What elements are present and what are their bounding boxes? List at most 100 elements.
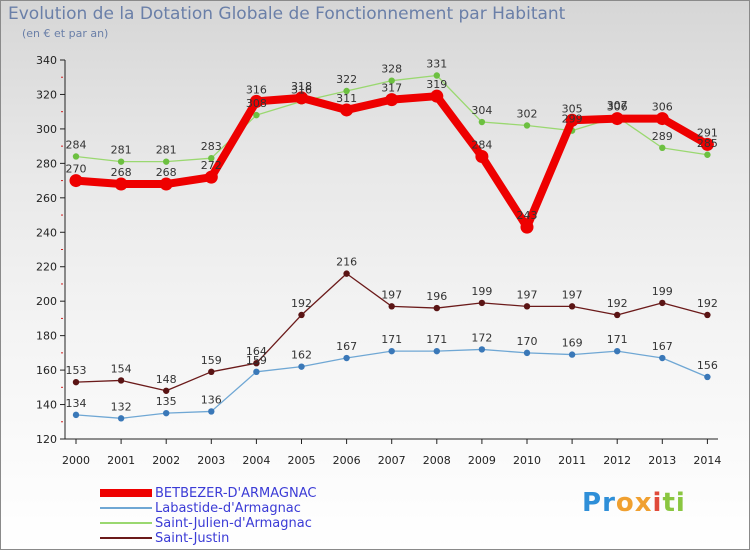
data-point [659,299,666,307]
data-label: 132 [111,400,132,413]
data-label: 302 [517,107,538,120]
data-point [568,351,576,358]
data-point [253,360,260,367]
data-point [700,137,714,151]
data-label: 331 [426,58,447,71]
data-point [704,311,711,319]
logo-letter: P [582,488,603,518]
data-point [298,311,305,319]
data-label: 167 [652,340,673,353]
data-point [340,103,354,117]
data-label: 199 [652,285,673,298]
data-label: 328 [381,63,402,76]
data-label: 134 [66,397,87,410]
data-point [72,411,80,419]
data-label: 306 [607,101,628,114]
data-point [114,177,128,191]
logo-letter: r [602,488,616,518]
data-label: 281 [156,144,177,157]
data-label: 197 [562,288,583,301]
y-tick-label: 160 [36,364,57,377]
y-tick-label: 220 [36,261,57,274]
data-point [433,347,440,355]
data-label: 197 [381,288,402,301]
data-point [565,113,579,127]
data-point [343,354,350,362]
data-label: 304 [471,104,492,117]
x-tick-label: 2000 [62,454,90,467]
series-3 [69,89,714,234]
data-point [388,77,395,84]
data-point [385,93,399,107]
data-point [433,304,440,312]
data-label: 170 [517,335,538,348]
x-tick-label: 2014 [693,454,721,467]
data-label: 299 [562,113,583,126]
data-point [704,373,711,381]
data-label: 284 [66,138,87,151]
data-point [343,87,350,95]
y-tick-label: 140 [36,399,57,412]
data-label: 318 [291,80,312,93]
x-tick-label: 2009 [468,454,496,467]
data-point [69,174,83,188]
chart-title: Evolution de la Dotation Globale de Fonc… [8,4,566,24]
data-point [208,408,215,415]
x-tick-label: 2004 [242,454,270,467]
x-tick-label: 2011 [558,454,586,467]
logo-letter: i [652,488,663,518]
data-label: 159 [246,354,267,367]
data-point [523,122,531,129]
data-point [388,303,395,310]
data-label: 171 [381,333,402,346]
legend-label: Labastide-d'Armagnac [155,501,301,516]
data-label: 307 [607,99,628,112]
legend-label: BETBEZER-D'ARMAGNAC [155,486,317,501]
data-point [478,118,486,126]
data-label: 154 [111,362,132,375]
logo-letter: x [634,488,653,518]
data-label: 156 [697,359,718,372]
data-label: 172 [471,331,492,344]
x-tick-label: 2001 [107,454,135,467]
data-point [659,354,666,362]
data-point [568,303,576,310]
y-tick-label: 260 [36,192,57,205]
data-label: 148 [156,373,177,386]
data-label: 167 [336,340,357,353]
y-tick-label: 200 [36,295,57,308]
data-label: 268 [111,166,132,179]
proxiti-logo: Proxiti [582,488,686,518]
data-point [523,303,531,310]
legend-swatch [100,522,152,524]
data-point [475,149,489,163]
x-tick-label: 2008 [423,454,451,467]
data-point [614,311,621,319]
chart-subtitle: (en € et par an) [22,27,109,40]
data-label: 164 [246,345,267,358]
data-point [433,72,440,79]
legend-label: Saint-Julien-d'Armagnac [155,516,312,531]
data-point [614,347,621,355]
data-point [478,346,486,353]
data-point [204,170,218,184]
data-label: 316 [291,83,312,96]
data-label: 319 [426,78,447,91]
data-label: 196 [426,290,447,303]
data-point [249,94,263,108]
data-label: 270 [66,163,87,176]
x-tick-label: 2005 [288,454,316,467]
data-label: 192 [291,297,312,310]
data-point [655,112,669,126]
data-point [253,368,260,376]
y-tick-label: 240 [36,226,57,239]
y-tick-label: 180 [36,330,57,343]
data-label: 316 [246,83,267,96]
y-tick-label: 340 [36,54,57,67]
logo-letter: t [662,488,676,518]
data-point [117,158,125,165]
series-0 [72,270,711,394]
data-label: 171 [426,333,447,346]
